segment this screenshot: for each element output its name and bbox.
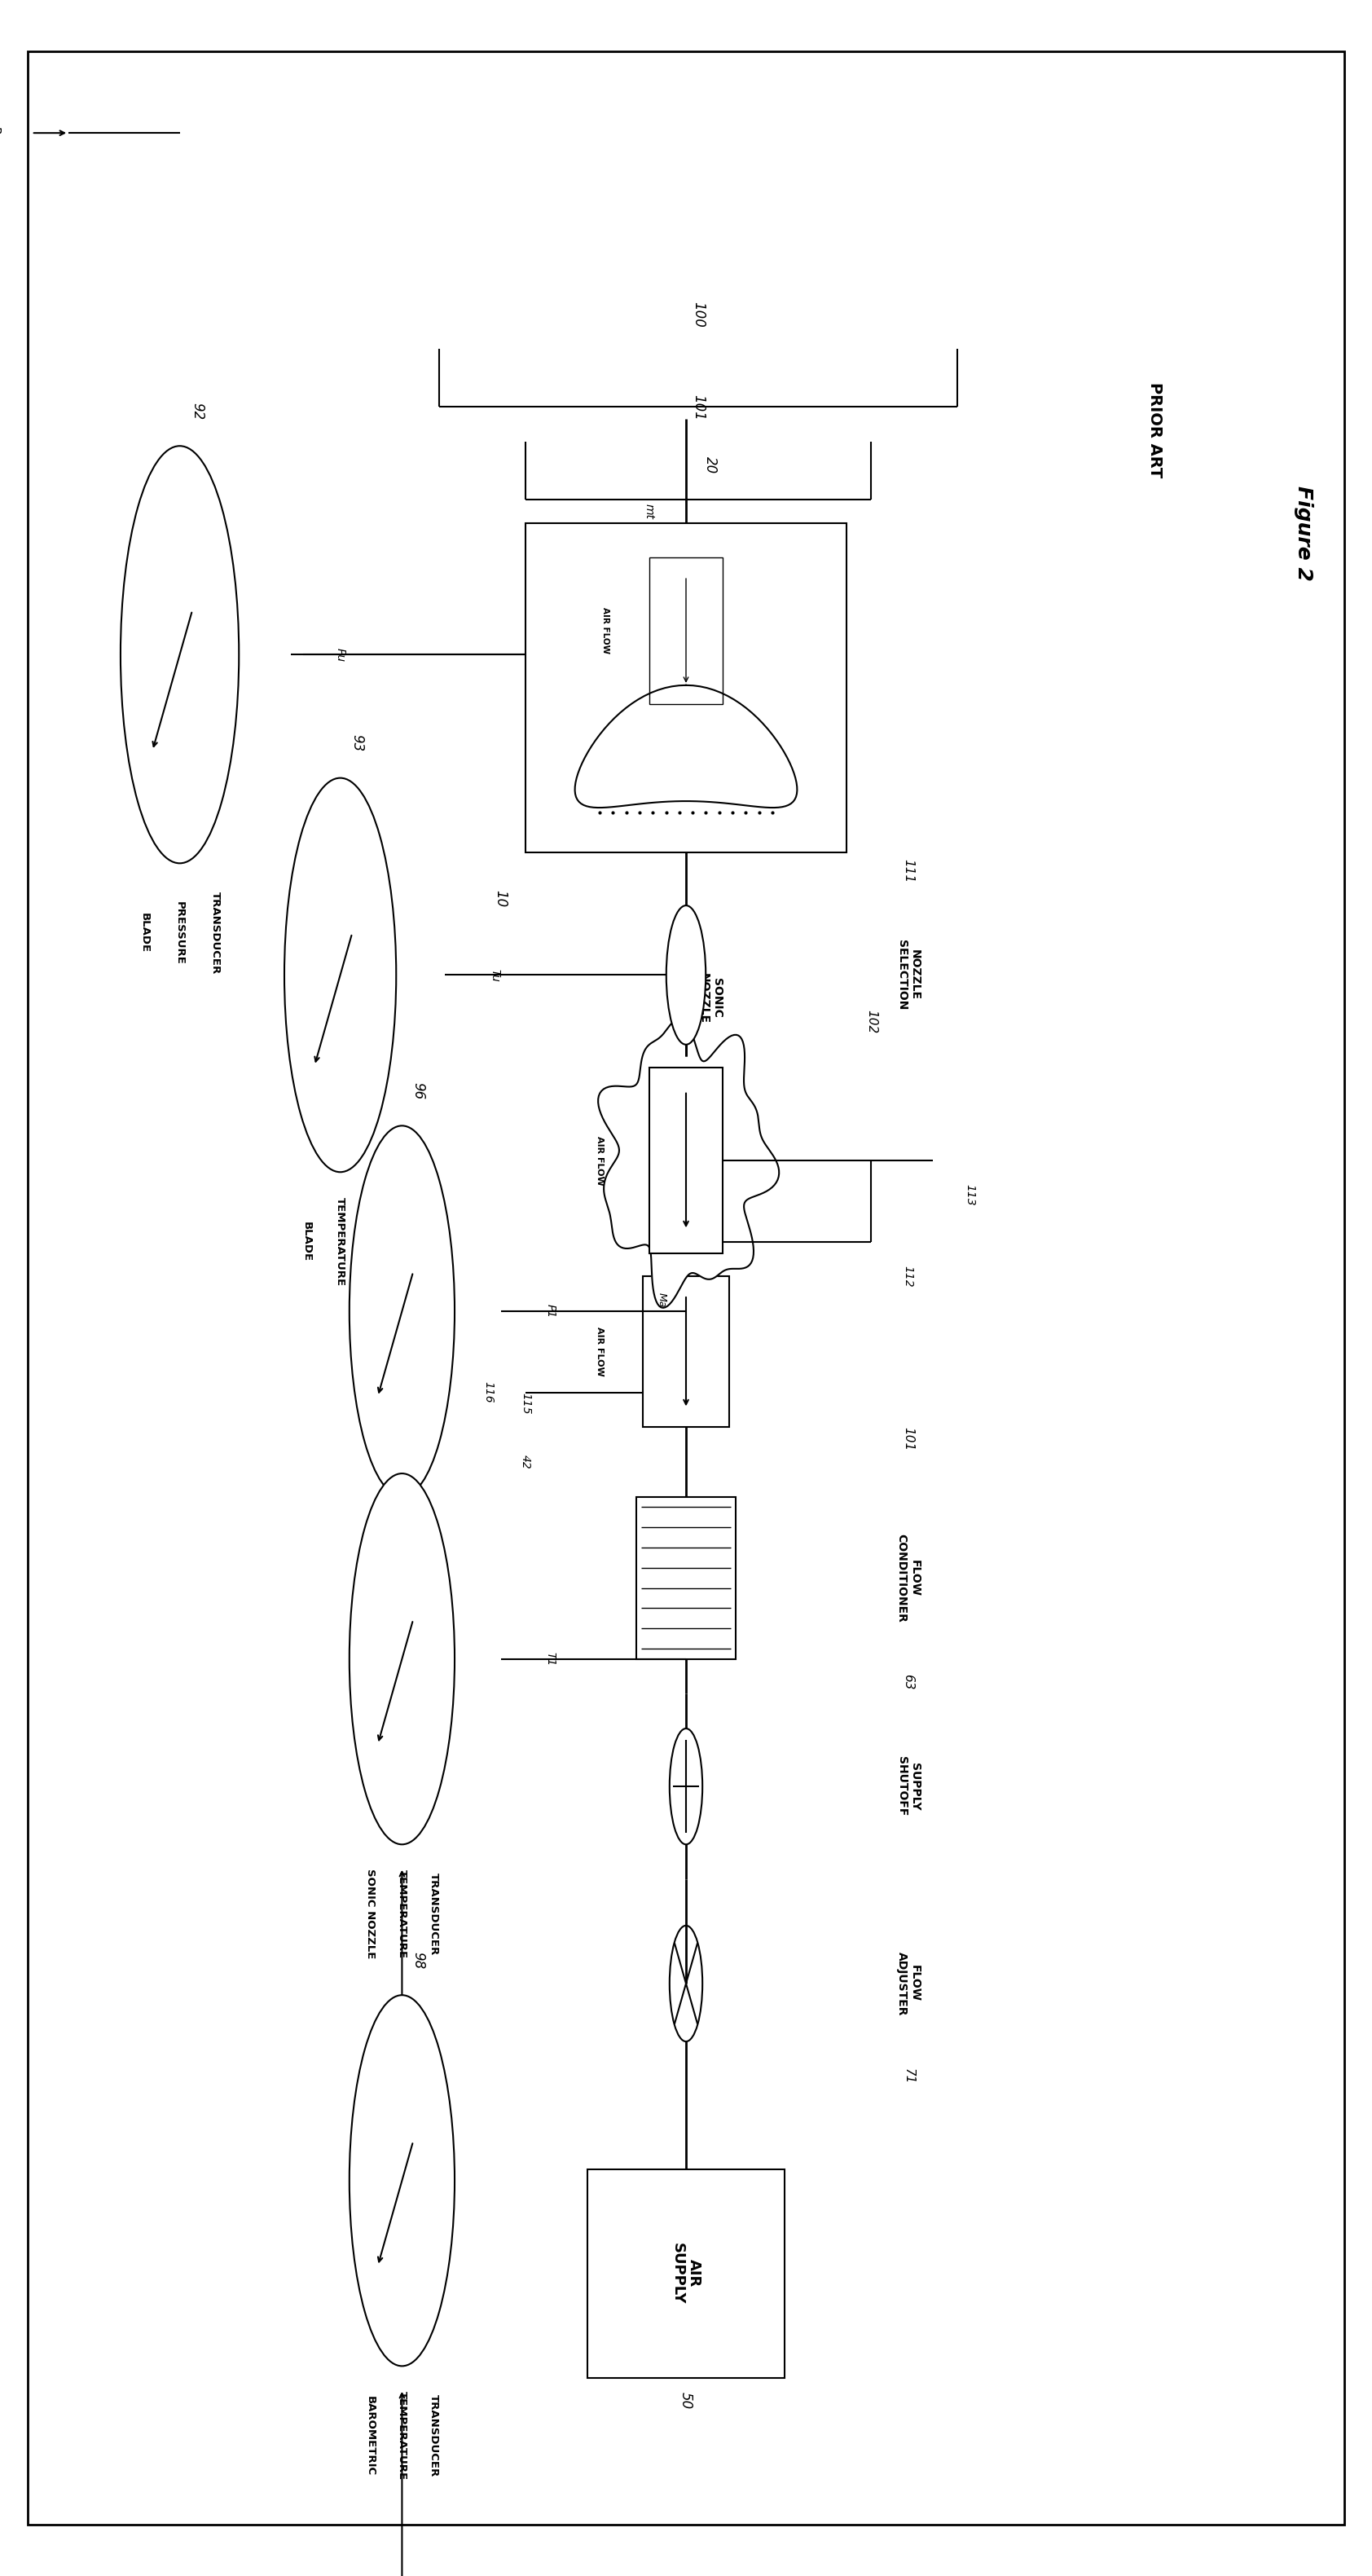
Text: SONIC
NOZZLE: SONIC NOZZLE (698, 974, 723, 1023)
Text: PRIOR ART: PRIOR ART (1147, 381, 1163, 479)
FancyBboxPatch shape (525, 523, 847, 853)
Ellipse shape (670, 1728, 702, 1844)
FancyBboxPatch shape (643, 1275, 730, 1427)
Text: BLADE: BLADE (302, 1221, 311, 1262)
Ellipse shape (667, 904, 705, 1046)
Text: 113: 113 (965, 1185, 975, 1206)
FancyBboxPatch shape (587, 2169, 785, 2378)
Ellipse shape (670, 1924, 702, 2040)
Text: SONIC NOZZLE: SONIC NOZZLE (365, 1870, 376, 1958)
Text: P1: P1 (545, 1303, 556, 1319)
Text: 116: 116 (483, 1381, 494, 1404)
Text: PRESSURE: PRESSURE (174, 902, 185, 963)
Text: TRANSDUCER: TRANSDUCER (428, 2393, 439, 2478)
FancyBboxPatch shape (649, 1066, 723, 1252)
Text: 112: 112 (903, 1265, 914, 1288)
Text: 102: 102 (866, 1010, 877, 1033)
Ellipse shape (350, 1473, 454, 1844)
Text: AIR
SUPPLY: AIR SUPPLY (670, 2244, 702, 2303)
Text: Tu: Tu (488, 969, 501, 981)
Text: AIR FLOW: AIR FLOW (595, 1136, 604, 1185)
Text: 42: 42 (520, 1455, 531, 1468)
Text: Figure 2: Figure 2 (1294, 487, 1313, 580)
Text: TEMPERATURE: TEMPERATURE (397, 1870, 407, 1958)
Text: 98: 98 (410, 1953, 425, 1968)
Text: 97: 97 (410, 1430, 425, 1448)
Text: SONIC NOZZLE: SONIC NOZZLE (365, 1522, 376, 1610)
Text: TRANSDUCER: TRANSDUCER (369, 1200, 379, 1283)
Text: TRANSDUCER: TRANSDUCER (210, 891, 221, 974)
Text: 20: 20 (704, 456, 718, 474)
Text: BAROMETRIC: BAROMETRIC (365, 2396, 376, 2476)
Text: 101: 101 (903, 1427, 914, 1450)
Text: 100: 100 (691, 301, 705, 327)
Text: 63: 63 (903, 1674, 914, 1690)
Text: 115: 115 (520, 1394, 531, 1414)
Text: 92: 92 (191, 402, 204, 420)
Text: 93: 93 (350, 734, 365, 752)
Text: 96: 96 (410, 1082, 425, 1100)
Text: Pa: Pa (397, 1814, 407, 1829)
Text: BLADE: BLADE (139, 912, 150, 953)
Text: 71: 71 (903, 2069, 914, 2084)
Text: Ma: Ma (656, 1293, 667, 1306)
Text: mt: mt (643, 502, 654, 520)
Ellipse shape (121, 446, 239, 863)
Text: NOZZLE
SELECTION: NOZZLE SELECTION (896, 940, 921, 1010)
Text: T1: T1 (545, 1651, 556, 1667)
Text: 111: 111 (903, 858, 914, 884)
Text: 10: 10 (494, 889, 508, 907)
Text: FLOW
CONDITIONER: FLOW CONDITIONER (896, 1533, 921, 1623)
FancyBboxPatch shape (649, 559, 723, 703)
Polygon shape (598, 1020, 779, 1309)
Ellipse shape (284, 778, 397, 1172)
Ellipse shape (350, 1994, 454, 2365)
Text: AIR FLOW: AIR FLOW (595, 1327, 604, 1376)
Text: TRANSDUCER: TRANSDUCER (428, 1873, 439, 1955)
Text: TEMPERATURE: TEMPERATURE (335, 1198, 346, 1285)
Text: Pu: Pu (335, 647, 346, 662)
Text: SUPPLY
SHUTOFF: SUPPLY SHUTOFF (896, 1757, 921, 1816)
Text: AIR FLOW: AIR FLOW (602, 608, 609, 654)
Text: 101: 101 (691, 394, 705, 420)
Text: TRANSDUCER: TRANSDUCER (428, 1525, 439, 1607)
FancyBboxPatch shape (637, 1497, 735, 1659)
Text: Pa: Pa (397, 2161, 407, 2177)
Text: FLOW
ADJUSTER: FLOW ADJUSTER (896, 1953, 921, 2014)
Text: 50: 50 (679, 2393, 693, 2409)
Ellipse shape (350, 1126, 454, 1497)
Text: TEMPERATURE: TEMPERATURE (397, 2391, 407, 2481)
Text: PRESSURE: PRESSURE (397, 1535, 407, 1597)
